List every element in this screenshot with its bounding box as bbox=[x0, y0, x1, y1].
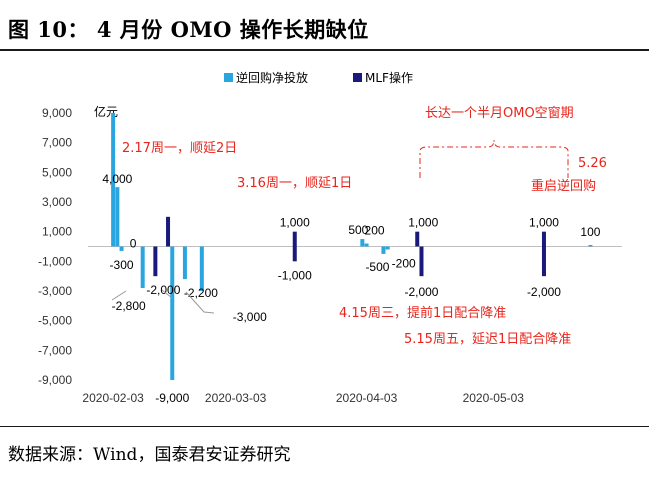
data-label: 100 bbox=[580, 225, 600, 239]
data-label: -200 bbox=[392, 256, 416, 270]
y-tick-label: 3,000 bbox=[42, 195, 72, 209]
data-label: 1,000 bbox=[529, 216, 559, 230]
x-tick-label: 2020-02-03 bbox=[82, 391, 144, 405]
leader-line-2200 bbox=[161, 289, 173, 299]
data-label: -1,000 bbox=[278, 268, 312, 282]
annotation-may15: 5.15周五，延迟1日配合降准 bbox=[404, 332, 571, 347]
bar-reverse-repo bbox=[364, 243, 369, 247]
bar-mlf bbox=[292, 246, 297, 262]
data-label: -3,000 bbox=[233, 310, 267, 324]
data-label: -2,200 bbox=[184, 286, 218, 300]
data-label: -2,000 bbox=[146, 283, 180, 297]
omo-gap-bracket bbox=[419, 139, 569, 178]
annotation-may26-restart: 重启逆回购 bbox=[531, 178, 596, 194]
y-tick-label: 7,000 bbox=[42, 136, 72, 150]
leader-line-2800 bbox=[111, 290, 127, 301]
bar-reverse-repo bbox=[381, 246, 386, 254]
data-label: 500 bbox=[348, 223, 368, 237]
annotation-omo-gap: 长达一个半月OMO空窗期 bbox=[425, 105, 574, 121]
y-tick-label: -3,000 bbox=[38, 284, 72, 298]
legend-swatch-mlf bbox=[353, 73, 362, 82]
y-tick-label: -5,000 bbox=[38, 314, 72, 328]
annotation-feb17: 2.17周一，顺延2日 bbox=[122, 141, 237, 156]
bar-mlf bbox=[419, 246, 424, 277]
bar-reverse-repo bbox=[182, 246, 187, 280]
bar-reverse-repo bbox=[111, 113, 116, 247]
annotation-mar16: 3.16周一，顺延1日 bbox=[237, 176, 352, 191]
bar-reverse-repo bbox=[140, 246, 145, 289]
data-label: -300 bbox=[110, 258, 134, 272]
x-tick-label: 2020-03-03 bbox=[205, 391, 267, 405]
bar-reverse-repo bbox=[199, 246, 204, 291]
figure-title: 图 10： 4 月份 OMO 操作长期缺位 bbox=[8, 17, 369, 42]
bar-reverse-repo bbox=[115, 187, 120, 247]
y-tick-label: -1,000 bbox=[38, 254, 72, 268]
bar-mlf bbox=[292, 231, 297, 247]
data-label: -2,800 bbox=[112, 299, 146, 313]
leader-line-3000 bbox=[185, 291, 215, 314]
bar-reverse-repo bbox=[360, 239, 365, 247]
data-label: -500 bbox=[365, 260, 389, 274]
bar-mlf bbox=[541, 231, 546, 247]
y-tick-label: 5,000 bbox=[42, 165, 72, 179]
data-label: -9,000 bbox=[155, 391, 189, 405]
bar-mlf bbox=[153, 246, 158, 277]
data-label: -2,000 bbox=[404, 285, 438, 299]
legend-label-reverse-repo: 逆回购净投放 bbox=[236, 70, 308, 85]
bar-mlf bbox=[415, 231, 420, 247]
bar-reverse-repo bbox=[119, 246, 124, 251]
y-axis: -9,000 -7,000 -5,000 -3,000 -1,000 1,000 3,000… bbox=[38, 106, 72, 387]
y-tick-label: 1,000 bbox=[42, 225, 72, 239]
data-label: 0 bbox=[130, 237, 137, 251]
bar-mlf bbox=[541, 246, 546, 277]
bar-reverse-repo bbox=[385, 246, 390, 250]
data-label: 200 bbox=[365, 224, 385, 238]
x-tick-label: 2020-04-03 bbox=[336, 391, 398, 405]
x-tick-label: 2020-05-03 bbox=[463, 391, 525, 405]
legend-swatch-reverse-repo bbox=[224, 73, 233, 82]
legend-label-mlf: MLF操作 bbox=[365, 70, 413, 85]
bars bbox=[111, 113, 593, 380]
leader-lines bbox=[111, 289, 215, 314]
annotation-may26-date: 5.26 bbox=[578, 156, 607, 171]
bar-mlf bbox=[166, 216, 171, 247]
x-axis: 2020-02-03 2020-03-03 2020-04-03 2020-05-03 bbox=[82, 391, 524, 405]
data-label: 4,000 bbox=[102, 172, 132, 186]
data-label: -2,000 bbox=[527, 285, 561, 299]
source-note: 数据来源：Wind，国泰君安证券研究 bbox=[8, 445, 291, 465]
y-tick-label: 9,000 bbox=[42, 106, 72, 120]
source-rule bbox=[0, 426, 649, 427]
data-label: 1,000 bbox=[280, 216, 310, 230]
y-tick-label: -7,000 bbox=[38, 343, 72, 357]
bar-reverse-repo bbox=[588, 245, 593, 247]
title-rule bbox=[0, 49, 649, 51]
bar-reverse-repo bbox=[170, 246, 175, 380]
data-label: 1,000 bbox=[408, 216, 438, 230]
annotation-apr15: 4.15周三，提前1日配合降准 bbox=[339, 305, 506, 321]
y-tick-label: -9,000 bbox=[38, 373, 72, 387]
